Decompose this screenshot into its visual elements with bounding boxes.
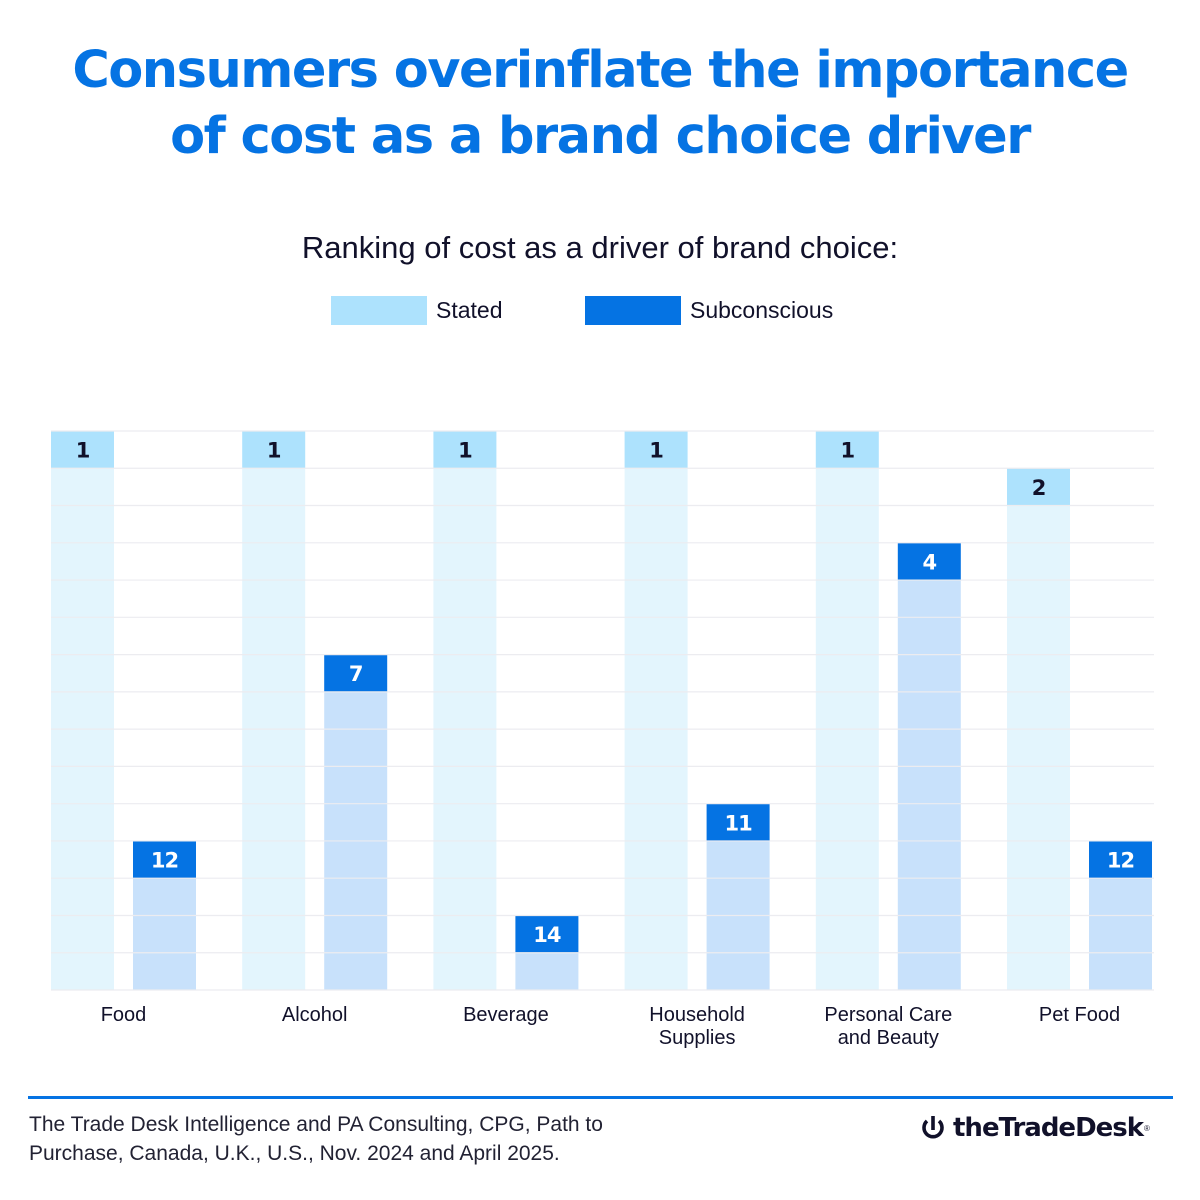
source-note: The Trade Desk Intelligence and PA Consu… bbox=[29, 1110, 709, 1168]
bar-subconscious-rank-box bbox=[897, 542, 961, 581]
footer-divider bbox=[28, 1096, 1173, 1099]
x-tick-label: Beverage bbox=[463, 1004, 549, 1026]
source-line-2: Purchase, Canada, U.K., U.S., Nov. 2024 … bbox=[29, 1142, 560, 1165]
data-label-stated: 1 bbox=[267, 439, 281, 463]
bar-subconscious-fill bbox=[515, 952, 579, 990]
chart-legend: Stated Subconscious bbox=[0, 296, 1200, 326]
bar-stated-rank-box bbox=[1007, 468, 1070, 506]
registered-mark: ® bbox=[1144, 1123, 1150, 1133]
bar-subconscious-fill bbox=[1089, 878, 1152, 990]
bar-stated-rank-box bbox=[624, 431, 688, 469]
chart-title: Ranking of cost as a driver of brand cho… bbox=[301, 230, 899, 265]
x-tick-label: Food bbox=[101, 1004, 147, 1026]
bar-stated-rank-box bbox=[51, 431, 114, 469]
source-line-1: The Trade Desk Intelligence and PA Consu… bbox=[29, 1113, 603, 1136]
power-icon bbox=[922, 1116, 944, 1139]
x-tick-label: and Beauty bbox=[838, 1027, 939, 1049]
x-tick-label: Alcohol bbox=[282, 1004, 348, 1026]
data-label-stated: 2 bbox=[1032, 476, 1046, 500]
legend-item-stated: Stated bbox=[331, 296, 503, 325]
data-label-stated: 1 bbox=[76, 439, 90, 463]
legend-item-subconscious: Subconscious bbox=[585, 296, 833, 325]
data-label-subconscious: 12 bbox=[151, 849, 178, 873]
bar-stated-rank-box bbox=[242, 431, 306, 469]
bars bbox=[51, 431, 1152, 990]
bar-stated-fill bbox=[1007, 505, 1070, 990]
legend-label-subconscious: Subconscious bbox=[690, 297, 834, 323]
data-label-subconscious: 14 bbox=[533, 923, 561, 947]
data-label-subconscious: 11 bbox=[724, 811, 752, 835]
x-tick-label: Pet Food bbox=[1039, 1004, 1120, 1026]
bar-subconscious-fill bbox=[897, 580, 961, 990]
legend-label-stated: Stated bbox=[436, 297, 503, 323]
trade-desk-logo: theTradeDesk ® bbox=[921, 1113, 1150, 1143]
title-line-1: Consumers overinflate the importance bbox=[72, 41, 1129, 100]
x-tick-label: Supplies bbox=[659, 1027, 736, 1049]
title-line-2: of cost as a brand choice driver bbox=[170, 107, 1031, 166]
x-tick-label: Personal Care bbox=[824, 1004, 952, 1026]
page-title: Consumers overinflate the importance of … bbox=[0, 38, 1200, 170]
bar-subconscious-fill bbox=[133, 878, 196, 990]
data-label-stated: 1 bbox=[458, 439, 472, 463]
logo-wordmark: theTradeDesk bbox=[953, 1113, 1144, 1143]
bar-subconscious-rank-box bbox=[706, 803, 770, 841]
gridlines bbox=[51, 430, 1154, 991]
bar-subconscious-rank-box bbox=[133, 840, 196, 879]
data-label-stated: 1 bbox=[649, 439, 663, 463]
bar-stated-rank-box bbox=[433, 431, 497, 469]
x-tick-label: Household bbox=[649, 1004, 745, 1026]
bar-subconscious-rank-box bbox=[515, 915, 579, 953]
data-label-subconscious: 7 bbox=[349, 662, 363, 686]
labels: 112Food17Alcohol114Beverage111HouseholdS… bbox=[76, 439, 1135, 1049]
legend-swatch-subconscious bbox=[585, 296, 681, 325]
data-label-stated: 1 bbox=[840, 439, 854, 463]
data-label-subconscious: 12 bbox=[1107, 849, 1134, 873]
bar-subconscious-rank-box bbox=[324, 654, 388, 692]
bar-subconscious-rank-box bbox=[1089, 840, 1152, 879]
legend-swatch-stated bbox=[331, 296, 427, 325]
data-label-subconscious: 4 bbox=[922, 550, 936, 574]
bar-stated-rank-box bbox=[815, 431, 879, 469]
bar-chart: 112Food17Alcohol114Beverage111HouseholdS… bbox=[51, 430, 1154, 1049]
